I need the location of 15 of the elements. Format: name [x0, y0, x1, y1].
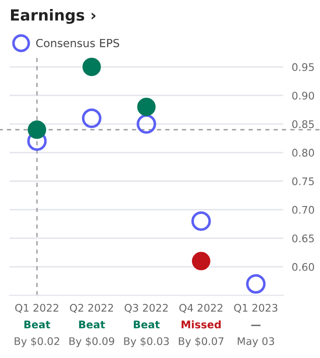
legend-label: Consensus EPS: [36, 38, 120, 48]
y-tick-label: 0.80: [292, 148, 314, 157]
x-tick-label: Q1 2022 Beat By $0.02: [14, 304, 60, 348]
x-tick-label: Q4 2022 Missed By $0.07: [178, 304, 224, 348]
x-tick-label: Q1 2023 — May 03: [234, 304, 278, 348]
chart-title: Earnings ›: [11, 8, 96, 24]
y-tick-label: 0.70: [292, 206, 314, 214]
y-tick-label: 0.90: [292, 92, 314, 100]
y-tick-label: 0.60: [292, 263, 314, 271]
x-tick-label: Q2 2022 Beat By $0.09: [69, 304, 114, 348]
y-tick-label: 0.65: [292, 234, 314, 242]
y-tick-label: 0.95: [292, 63, 314, 72]
x-tick-label: Q3 2022 Beat By $0.03: [124, 304, 169, 348]
y-tick-label: 0.85: [292, 120, 314, 128]
y-tick-label: 0.75: [292, 177, 314, 186]
